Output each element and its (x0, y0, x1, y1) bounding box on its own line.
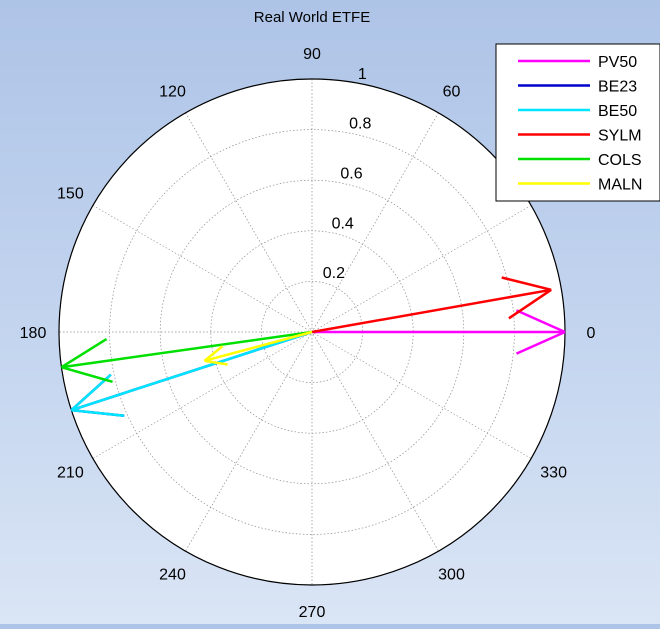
r-tick-label: 0.2 (323, 265, 345, 282)
arrow-shaft (70, 330, 313, 412)
legend-item-sylm: SYLM (518, 128, 642, 145)
theta-tick-label: 60 (443, 83, 461, 100)
arrow-head-stroke (60, 337, 108, 369)
legend-label: MALN (598, 177, 642, 194)
theta-tick-label: 120 (159, 83, 186, 100)
theta-tick-label: 300 (438, 567, 465, 584)
arrow-shaft (311, 288, 552, 334)
legend-item-cols: COLS (518, 152, 642, 169)
legend-item-maln: MALN (518, 177, 642, 194)
compass-arrows (60, 276, 566, 417)
theta-tick-label: 270 (299, 604, 326, 621)
r-tick-label: 0.8 (349, 116, 371, 133)
r-tick-label: 0.6 (340, 166, 362, 183)
arrow-head-stroke (61, 366, 113, 384)
theta-tick-label: 150 (57, 186, 84, 203)
arrow-head-stroke (71, 408, 125, 417)
theta-tick-label: 0 (587, 325, 596, 342)
arrow-shaft (204, 330, 313, 363)
arrow-head-stroke (203, 345, 224, 362)
arrow-head-stroke (515, 309, 566, 334)
theta-tick-label: 210 (57, 465, 84, 482)
arrow-head-stroke (501, 276, 552, 292)
legend-label: BE23 (598, 79, 637, 96)
axis-labels: 03060901201501802102402703003300.20.40.6… (20, 46, 596, 621)
arrow-head-stroke (515, 330, 566, 355)
arrow-head-stroke (508, 288, 552, 320)
r-tick-label: 1 (358, 66, 367, 83)
arrow-sylm (311, 276, 552, 334)
legend-item-pv50: PV50 (518, 54, 637, 71)
legend-box (495, 43, 660, 202)
legend-label: COLS (598, 152, 642, 169)
arrow-pv50 (312, 309, 566, 355)
legend-label: PV50 (598, 54, 637, 71)
theta-tick-label: 90 (303, 46, 321, 63)
legend-item-be50: BE50 (518, 103, 637, 120)
legend-label: SYLM (598, 128, 642, 145)
chart-title: Real World ETFE (254, 9, 370, 26)
r-tick-label: 0.4 (332, 215, 354, 232)
theta-tick-label: 180 (20, 325, 47, 342)
legend: PV50 BE23 BE50 SYLM COLS MALN (495, 43, 660, 202)
arrow-maln (203, 330, 313, 366)
arrow-head-stroke (204, 359, 228, 366)
legend-item-be23: BE23 (518, 79, 637, 96)
legend-label: BE50 (598, 103, 637, 120)
theta-tick-label: 330 (540, 465, 567, 482)
arrow-cols (60, 330, 313, 384)
theta-tick-label: 240 (159, 567, 186, 584)
arrow-shaft (61, 330, 313, 369)
